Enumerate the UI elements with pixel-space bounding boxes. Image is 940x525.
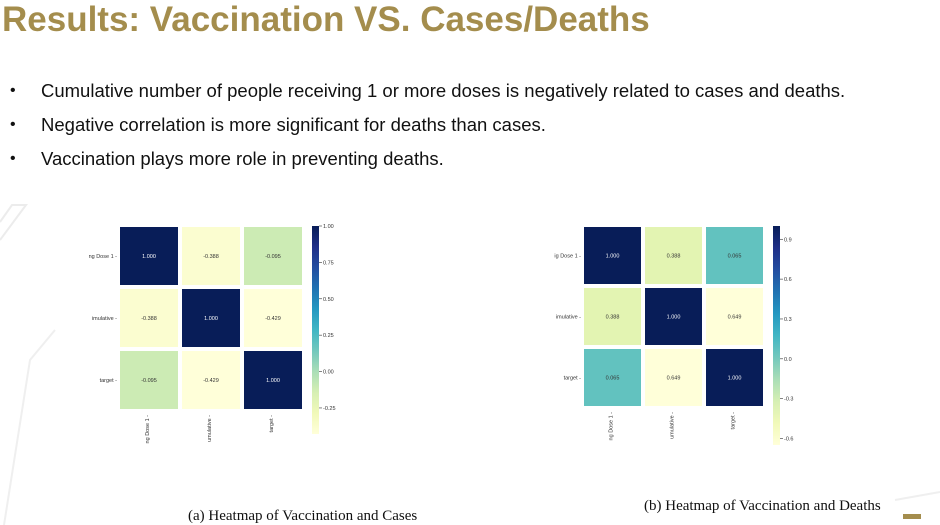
heatmap-caption: (b) Heatmap of Vaccination and Deaths <box>644 498 881 514</box>
column-tick-label: target - <box>269 415 275 433</box>
column-tick-label: ng Dose 1 - <box>145 415 151 444</box>
colorbar-tick-label: 0.0 <box>784 357 792 363</box>
heatmap-svg: 1.000 -0.388 -0.095 ng Dose 1 - -0.388 1.000 -… <box>89 224 336 444</box>
colorbar-tick-label: 0.6 <box>784 277 792 283</box>
colorbar <box>773 226 780 445</box>
heatmap-cell <box>706 227 763 284</box>
heatmap-cell <box>706 288 763 345</box>
column-tick-label: ng Dose 1 - <box>609 412 615 441</box>
heatmap-cell <box>120 351 178 409</box>
colorbar-tick-label: -0.6 <box>784 436 793 442</box>
heatmap-cell <box>645 227 702 284</box>
colorbar-tick-label: 0.9 <box>784 237 792 243</box>
heatmap-cell <box>182 289 240 347</box>
heatmap-cell <box>645 288 702 345</box>
colorbar-tick-label: -0.3 <box>784 397 793 403</box>
row-tick-label: ig Dose 1 - <box>554 254 581 260</box>
slide-title: Results: Vaccination VS. Cases/Deaths <box>2 0 650 39</box>
colorbar-tick-label: 1.00 <box>323 224 334 230</box>
bullet-item: Vaccination plays more role in preventin… <box>10 142 845 176</box>
heatmap-cell <box>182 227 240 285</box>
heatmap-cell <box>120 227 178 285</box>
cell-value-label: 1.000 <box>667 315 681 321</box>
cell-value-label: -0.429 <box>265 316 281 322</box>
heatmap-svg: 1.000 0.388 0.065 ig Dose 1 - 0.388 1.000 0.64… <box>554 226 793 445</box>
heatmap-cell <box>244 289 302 347</box>
cell-value-label: 1.000 <box>728 376 742 382</box>
heatmap-cell <box>584 288 641 345</box>
cell-value-label: 0.065 <box>728 254 742 260</box>
colorbar-tick-label: 0.75 <box>323 260 334 266</box>
colorbar-tick-label: 0.00 <box>323 370 334 376</box>
colorbar-tick-label: -0.25 <box>323 406 336 412</box>
cell-value-label: 1.000 <box>142 254 156 260</box>
cell-value-label: 1.000 <box>204 316 218 322</box>
cell-value-label: -0.095 <box>141 378 157 384</box>
heatmap-vaccination-cases: 1.000 -0.388 -0.095 ng Dose 1 - -0.388 1.000 -… <box>75 215 375 515</box>
cell-value-label: 1.000 <box>606 254 620 260</box>
heatmap-cell <box>584 227 641 284</box>
corner-accent <box>903 514 921 525</box>
row-tick-label: target - <box>100 378 118 384</box>
heatmap-cell <box>706 349 763 406</box>
row-tick-label: imulative - <box>556 315 581 321</box>
colorbar <box>312 226 319 434</box>
heatmap-cell <box>584 349 641 406</box>
column-tick-label: umulative - <box>670 412 676 439</box>
row-tick-label: imulative - <box>92 316 117 322</box>
column-tick-label: target - <box>731 412 737 430</box>
heatmap-cell <box>182 351 240 409</box>
column-tick-label: umulative - <box>207 415 213 442</box>
colorbar-tick-label: 0.25 <box>323 333 334 339</box>
colorbar-tick-label: 0.50 <box>323 297 334 303</box>
bullet-item: Cumulative number of people receiving 1 … <box>10 74 845 108</box>
bullet-item: Negative correlation is more significant… <box>10 108 845 142</box>
cell-value-label: 0.388 <box>667 254 681 260</box>
cell-value-label: 1.000 <box>266 378 280 384</box>
colorbar-tick-label: 0.3 <box>784 317 792 323</box>
cell-value-label: -0.388 <box>203 254 219 260</box>
cell-value-label: 0.065 <box>606 376 620 382</box>
cell-value-label: 0.388 <box>606 315 620 321</box>
heatmap-cell <box>244 351 302 409</box>
cell-value-label: -0.388 <box>141 316 157 322</box>
heatmap-cell <box>244 227 302 285</box>
cell-value-label: -0.095 <box>265 254 281 260</box>
heatmap-caption: (a) Heatmap of Vaccination and Cases <box>188 508 418 524</box>
heatmap-cell <box>120 289 178 347</box>
heatmap-cell <box>645 349 702 406</box>
bullet-list: Cumulative number of people receiving 1 … <box>10 74 845 176</box>
cell-value-label: -0.429 <box>203 378 219 384</box>
heatmap-vaccination-deaths: 1.000 0.388 0.065 ig Dose 1 - 0.388 1.000 0.64… <box>540 215 840 505</box>
cell-value-label: 0.649 <box>667 376 681 382</box>
cell-value-label: 0.649 <box>728 315 742 321</box>
row-tick-label: target - <box>564 376 582 382</box>
row-tick-label: ng Dose 1 - <box>89 254 118 260</box>
